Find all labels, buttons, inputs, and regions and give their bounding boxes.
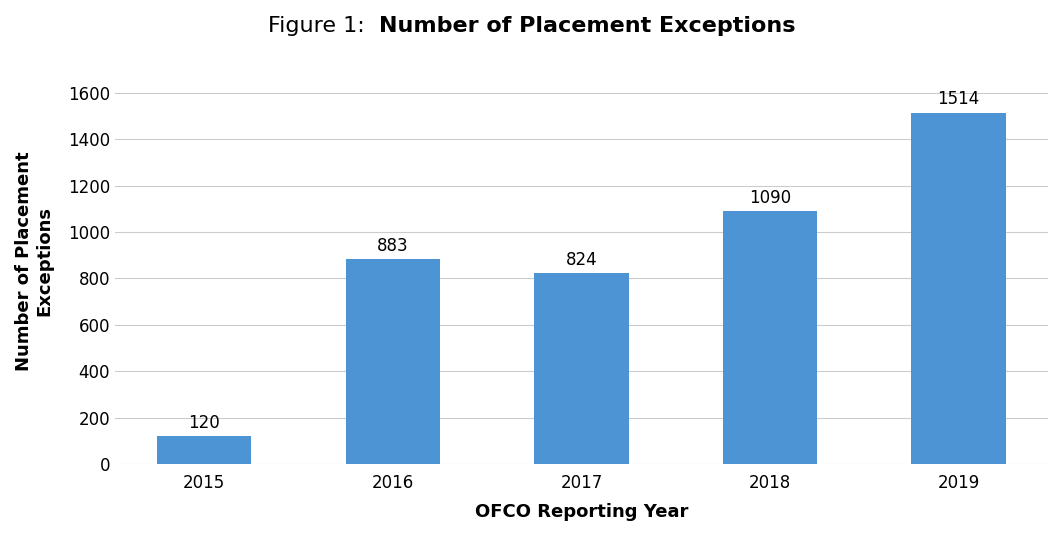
Text: Figure 1:: Figure 1: xyxy=(268,16,378,36)
Y-axis label: Number of Placement
Exceptions: Number of Placement Exceptions xyxy=(15,151,54,371)
Bar xyxy=(911,113,1006,464)
Text: 120: 120 xyxy=(188,414,220,432)
Bar xyxy=(723,211,817,464)
Text: 1514: 1514 xyxy=(938,91,980,108)
X-axis label: OFCO Reporting Year: OFCO Reporting Year xyxy=(475,503,688,521)
Text: 824: 824 xyxy=(566,251,597,269)
Bar xyxy=(157,436,252,464)
Bar xyxy=(345,259,440,464)
Bar xyxy=(535,273,628,464)
Text: 883: 883 xyxy=(377,237,408,255)
Text: 1090: 1090 xyxy=(748,189,791,207)
Text: Number of Placement Exceptions: Number of Placement Exceptions xyxy=(378,16,795,36)
